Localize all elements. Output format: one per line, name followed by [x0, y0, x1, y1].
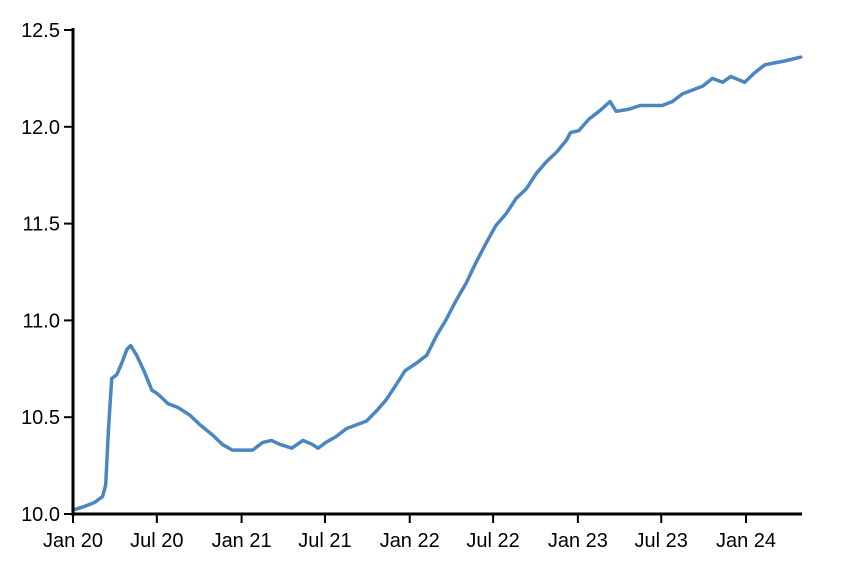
series-group	[71, 55, 803, 512]
x-tick-label: Jul 21	[298, 530, 351, 552]
y-axis: 10.0 10.5 11.0 11.5 12.0 12.5	[21, 20, 73, 526]
x-tick-label: Jan 23	[548, 530, 608, 552]
x-tick-label: Jan 20	[43, 530, 103, 552]
x-tick-label: Jul 20	[130, 530, 183, 552]
x-tick-label: Jul 23	[635, 530, 688, 552]
y-tick-label: 10.0	[21, 504, 60, 526]
x-tick-label: Jan 21	[212, 530, 272, 552]
y-tick-label: 12.5	[21, 20, 60, 42]
y-tick-label: 11.5	[23, 214, 60, 236]
y-tick-label: 11.0	[23, 310, 60, 332]
x-tick-label: Jan 22	[380, 530, 440, 552]
x-tick-label: Jan 24	[716, 530, 776, 552]
x-tick-label: Jul 22	[466, 530, 519, 552]
y-tick-label: 10.5	[21, 407, 60, 429]
x-axis: Jan 20 Jul 20 Jan 21 Jul 21 Jan 22 Jul 22 Jan …	[43, 514, 776, 552]
series-line	[71, 55, 803, 512]
y-tick-label: 12.0	[21, 117, 60, 139]
